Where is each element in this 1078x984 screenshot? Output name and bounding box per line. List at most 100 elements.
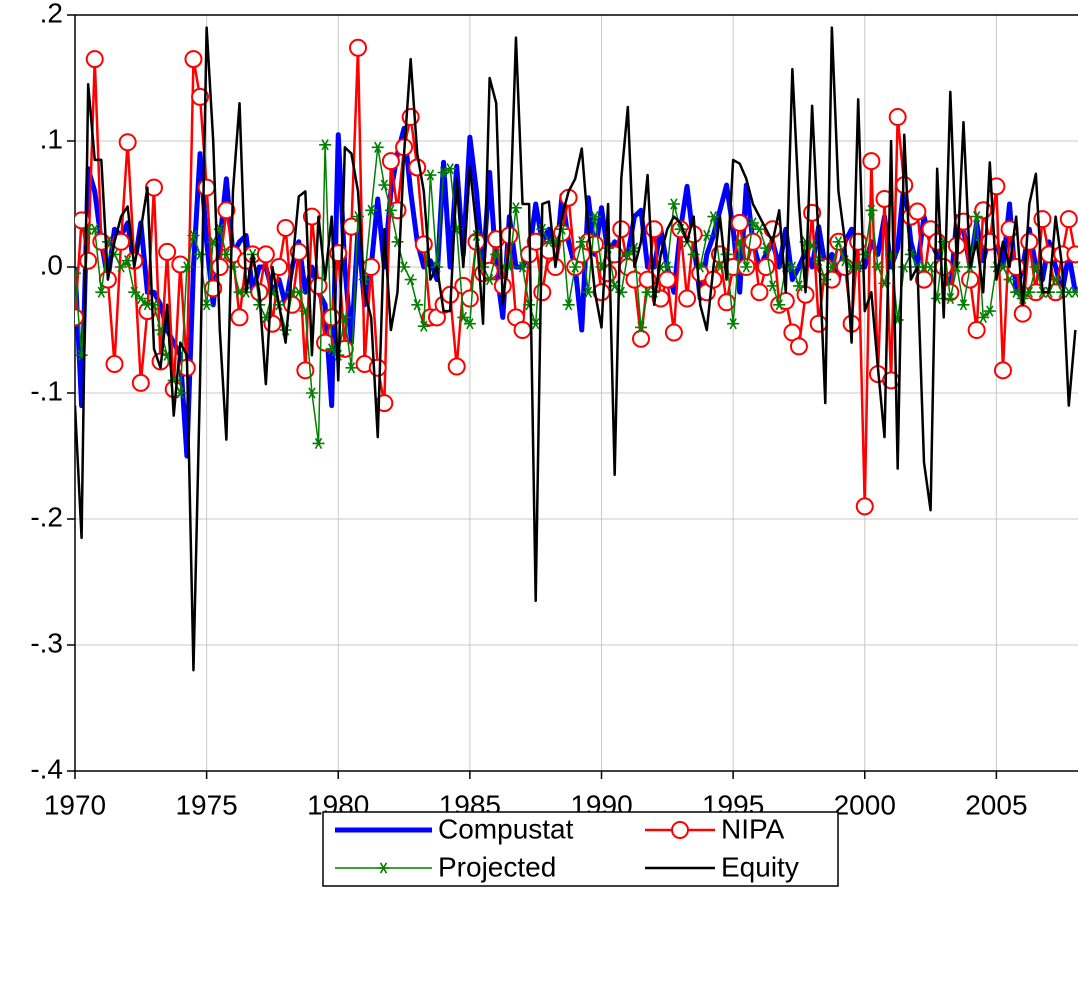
projected-marker [75, 267, 81, 279]
plot-area [75, 26, 1078, 672]
projected-marker [792, 280, 805, 292]
y-tick-label: .0 [40, 249, 63, 280]
nipa-marker [79, 251, 98, 270]
projected-marker [575, 236, 588, 248]
projected-marker [371, 141, 384, 153]
nipa-marker [750, 283, 769, 302]
nipa-marker [230, 308, 249, 327]
projected-marker [115, 261, 128, 273]
nipa-marker [967, 321, 986, 339]
projected-marker [384, 204, 397, 216]
plot-frame [74, 14, 1078, 772]
projected-marker [733, 236, 746, 248]
projected-marker [404, 273, 417, 286]
nipa-marker [678, 289, 697, 308]
nipa-marker [934, 258, 953, 276]
nipa-marker [513, 321, 532, 339]
nipa-marker [447, 357, 466, 376]
projected-marker [713, 261, 726, 273]
y-tick-label: -.4 [30, 753, 63, 784]
projected-marker [634, 321, 647, 334]
nipa-marker [789, 337, 808, 356]
projected-marker [582, 286, 595, 298]
projected-marker [483, 273, 496, 286]
nipa-marker [658, 270, 677, 289]
projected-marker [95, 286, 108, 298]
y-tick-label: -.1 [30, 375, 63, 406]
projected-marker [746, 217, 759, 229]
nipa-marker [1020, 232, 1039, 251]
projected-marker [588, 210, 601, 223]
nipa-marker [757, 258, 776, 276]
nipa-marker [276, 218, 295, 237]
legend-label: Compustat [438, 813, 574, 844]
nipa-marker [302, 207, 321, 226]
projected-marker [1023, 286, 1036, 298]
projected-marker [457, 311, 470, 324]
projected-marker [345, 362, 358, 374]
nipa-marker [908, 202, 927, 221]
nipa-marker [197, 178, 216, 197]
legend-marker [377, 862, 390, 874]
nipa-marker [1013, 304, 1032, 323]
projected-marker [832, 236, 845, 248]
nipa-marker [381, 152, 400, 171]
nipa-marker [322, 308, 341, 327]
nipa-marker [75, 308, 84, 327]
legend-label: Projected [438, 851, 556, 882]
projected-marker [773, 299, 786, 311]
projected-marker [766, 280, 779, 292]
projected-marker [562, 299, 575, 311]
nipa-marker [645, 220, 664, 239]
y-tick-label: .2 [40, 0, 63, 28]
projected-marker [516, 261, 529, 273]
nipa-marker [348, 38, 367, 57]
projected-marker [305, 387, 318, 399]
projected-marker [727, 318, 740, 330]
nipa-marker [888, 108, 907, 127]
y-tick-label: -.2 [30, 501, 63, 532]
legend-marker [671, 821, 689, 839]
nipa-marker [993, 361, 1012, 380]
projected-marker [319, 139, 332, 151]
projected-marker [292, 286, 305, 298]
projected-marker [983, 305, 996, 317]
legend-label: NIPA [721, 813, 785, 844]
nipa-marker [664, 323, 683, 342]
nipa-marker [368, 358, 387, 377]
projected-marker [444, 163, 457, 175]
projected-marker [180, 261, 193, 273]
nipa-marker [730, 213, 749, 232]
projected-marker [621, 248, 634, 261]
projected-marker [667, 198, 680, 210]
nipa-marker [914, 270, 933, 289]
nipa-marker [118, 133, 137, 152]
projected-marker [411, 299, 424, 311]
y-tick-label: -.3 [30, 627, 63, 658]
projected-marker [760, 242, 773, 254]
projected-marker [661, 261, 674, 273]
nipa-marker [85, 50, 104, 69]
projected-marker [1003, 273, 1016, 286]
projected-marker [740, 261, 753, 273]
projected-marker [1010, 286, 1023, 298]
nipa-marker [533, 283, 552, 302]
projected-marker [424, 169, 437, 181]
nipa-marker [460, 289, 479, 308]
nipa-marker [283, 295, 302, 314]
nipa-marker [105, 355, 124, 374]
projected-marker [325, 343, 338, 355]
x-tick-label: 1975 [175, 789, 237, 820]
projected-marker [121, 255, 134, 267]
projected-marker [88, 223, 101, 235]
nipa-marker [184, 50, 203, 69]
legend-label: Equity [721, 851, 799, 882]
nipa-marker [1059, 210, 1078, 229]
nipa-marker [862, 152, 881, 171]
projected-marker [1049, 273, 1062, 286]
x-tick-label: 2000 [834, 789, 896, 820]
projected-marker [569, 261, 582, 273]
nipa-marker [210, 258, 229, 276]
projected-marker [970, 210, 983, 223]
